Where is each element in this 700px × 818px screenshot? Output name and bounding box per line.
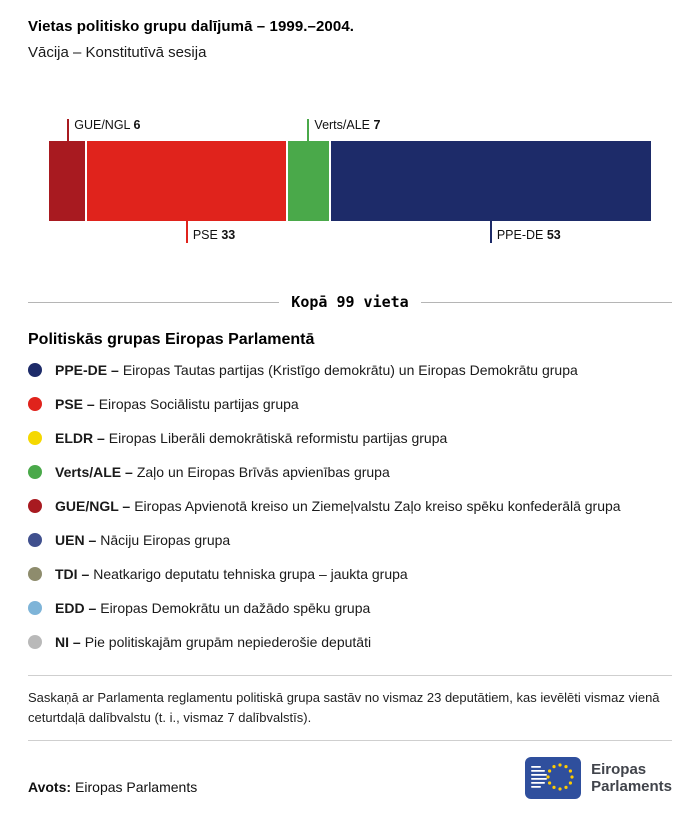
divider-rule-top	[28, 675, 672, 676]
bar-label-pse: PSE 33	[185, 221, 236, 243]
source-line: Avots: Eiropas Parlaments	[28, 779, 197, 799]
footer: Avots: Eiropas Parlaments	[28, 757, 672, 800]
legend-dot-gue-ngl	[28, 499, 42, 513]
legend: PPE-DE – Eiropas Tautas partijas (Kristīg…	[28, 353, 672, 659]
bar-label-text: GUE/NGL 6	[74, 118, 141, 132]
ep-logo-text-line1: Eiropas	[591, 760, 647, 778]
stacked-bar	[49, 141, 651, 221]
bar-label-tick	[307, 119, 310, 141]
legend-dot-tdi	[28, 567, 42, 581]
bar-label-ppe-de: PPE-DE 53	[489, 221, 561, 243]
bar-label-text: Verts/ALE 7	[314, 118, 381, 132]
legend-item-text: Verts/ALE – Zaļo un Eiropas Brīvās apvien…	[55, 464, 390, 480]
legend-dot-ni	[28, 635, 42, 649]
total-seats-divider: Kopā 99 vieta	[28, 293, 672, 311]
bar-label-text: PSE 33	[192, 228, 236, 243]
european-parliament-logo-icon	[525, 757, 582, 800]
legend-item-text: TDI – Neatkarigo deputatu tehniska grupa …	[55, 566, 408, 582]
bar-label-text: PPE-DE 53	[496, 228, 561, 243]
ep-logo-block: Eiropas Parlaments	[525, 757, 672, 800]
legend-dot-uen	[28, 533, 42, 547]
legend-item-eldr: ELDR – Eiropas Liberāli demokrātiskā refo…	[28, 421, 672, 455]
bar-label-tick	[185, 221, 188, 243]
source-label: Avots:	[28, 779, 72, 796]
page-subtitle: Vācija – Konstitutīvā sesija	[28, 44, 207, 61]
source-value: Eiropas Parlaments	[75, 779, 198, 796]
legend-item-verts-ale: Verts/ALE – Zaļo un Eiropas Brīvās apvien…	[28, 455, 672, 489]
legend-item-pse: PSE – Eiropas Sociālistu partijas grupa	[28, 387, 672, 421]
legend-item-text: PSE – Eiropas Sociālistu partijas grupa	[55, 396, 299, 412]
legend-item-text: ELDR – Eiropas Liberāli demokrātiskā refo…	[55, 430, 448, 446]
footnote: Saskaņā ar Parlamenta reglamentu politis…	[28, 690, 660, 726]
legend-item-text: NI – Pie politiskajām grupām nepiederošie…	[55, 634, 372, 650]
page-title: Vietas politisko grupu dalījumā – 1999.–…	[28, 18, 355, 35]
legend-dot-ppe-de	[28, 363, 42, 377]
total-seats-label: Kopā 99 vieta	[291, 293, 409, 311]
seat-chart: GUE/NGL 6 PSE 33 Verts/ALE 7 PPE-DE 53	[49, 115, 651, 247]
divider-line-right	[420, 301, 672, 303]
legend-item-ppe-de: PPE-DE – Eiropas Tautas partijas (Kristīg…	[28, 353, 672, 387]
ep-logo-text-line2: Parlaments	[591, 778, 672, 796]
ep-logo-text: Eiropas Parlaments	[591, 761, 672, 796]
legend-title: Politiskās grupas Eiropas Parlamentā	[28, 331, 315, 348]
legend-dot-verts-ale	[28, 465, 42, 479]
legend-item-ni: NI – Pie politiskajām grupām nepiederošie…	[28, 625, 672, 659]
legend-item-text: EDD – Eiropas Demokrātu un dažādo spēku g…	[55, 600, 371, 616]
bar-label-tick	[67, 119, 70, 141]
legend-item-text: UEN – Nāciju Eiropas grupa	[55, 532, 231, 548]
bar-segment-ppe-de	[328, 141, 651, 221]
bar-label-gue-ngl: GUE/NGL 6	[67, 118, 141, 141]
bar-segment-verts-ale	[286, 141, 329, 221]
legend-item-uen: UEN – Nāciju Eiropas grupa	[28, 523, 672, 557]
legend-item-tdi: TDI – Neatkarigo deputatu tehniska grupa …	[28, 557, 672, 591]
divider-line-left	[28, 301, 280, 303]
legend-item-edd: EDD – Eiropas Demokrātu un dažādo spēku g…	[28, 591, 672, 625]
bar-segment-gue-ngl	[49, 141, 86, 221]
legend-dot-edd	[28, 601, 42, 615]
legend-item-text: GUE/NGL – Eiropas Apvienotā kreiso un Zie…	[55, 498, 621, 514]
bar-label-tick	[489, 221, 492, 243]
legend-item-text: PPE-DE – Eiropas Tautas partijas (Kristīg…	[55, 362, 578, 378]
bar-segment-pse	[85, 141, 287, 221]
legend-dot-eldr	[28, 431, 42, 445]
bar-label-verts-ale: Verts/ALE 7	[307, 118, 381, 141]
legend-dot-pse	[28, 397, 42, 411]
divider-rule-bottom	[28, 740, 672, 742]
legend-item-gue-ngl: GUE/NGL – Eiropas Apvienotā kreiso un Zie…	[28, 489, 672, 523]
